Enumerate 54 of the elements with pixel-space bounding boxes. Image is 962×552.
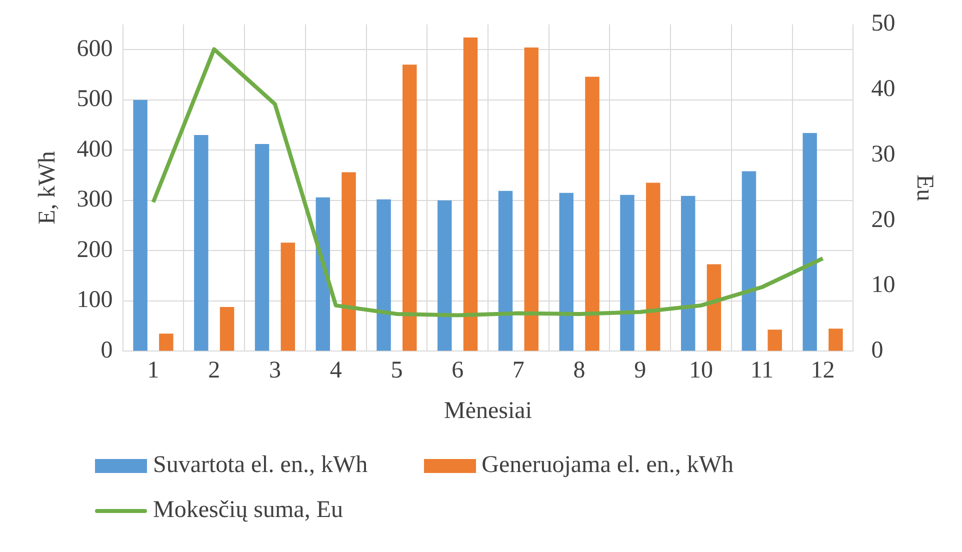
y-tick-label: 400 <box>76 136 113 162</box>
bar <box>438 200 452 351</box>
y2-tick-label: 30 <box>871 141 896 168</box>
legend-label: Mokesčių suma, Eu <box>153 497 343 524</box>
x-tick-label: 11 <box>750 357 774 384</box>
y-tick-label: 0 <box>100 337 113 364</box>
y2-tick-label: 40 <box>871 76 896 102</box>
x-tick-label: 6 <box>452 357 464 384</box>
y-tick-label: 600 <box>76 36 113 62</box>
x-tick-label: 1 <box>147 357 160 384</box>
bar <box>463 37 478 351</box>
x-tick-label: 10 <box>689 357 714 384</box>
bar <box>802 133 817 351</box>
y2-axis-title: Eu <box>911 174 938 202</box>
y2-tick-label: 50 <box>871 10 896 37</box>
legend-label: Generuojama el. en., kWh <box>482 452 734 479</box>
y-tick-label: 200 <box>76 236 113 263</box>
bar <box>133 100 148 351</box>
bar <box>342 172 356 351</box>
x-tick-label: 3 <box>268 357 281 384</box>
x-axis-title: Mėnesiai <box>444 398 532 424</box>
y-axis-title: E, kWh <box>34 151 61 224</box>
y2-tick-label: 10 <box>871 272 896 298</box>
bar <box>585 76 600 351</box>
x-tick-label: 9 <box>634 357 646 384</box>
x-tick-label: 8 <box>573 357 586 384</box>
bar <box>220 306 234 351</box>
bar <box>646 182 660 351</box>
x-tick-label: 2 <box>208 357 220 384</box>
x-tick-label: 5 <box>390 357 403 384</box>
bar <box>159 334 174 351</box>
bar <box>498 190 513 351</box>
bar <box>828 328 843 351</box>
bar <box>280 242 296 351</box>
bar <box>524 48 538 351</box>
bar <box>194 135 208 351</box>
bar <box>559 192 574 351</box>
x-tick-label: 12 <box>810 357 835 384</box>
bar <box>680 196 696 351</box>
bar <box>254 144 270 351</box>
bar <box>706 264 722 351</box>
bar <box>402 64 417 351</box>
bar <box>768 330 782 351</box>
x-tick-label: 7 <box>512 357 524 384</box>
legend-label: Suvartota el. en., kWh <box>153 452 368 479</box>
y-tick-label: 300 <box>76 186 113 213</box>
y2-tick-label: 20 <box>871 206 896 233</box>
bar <box>742 171 756 351</box>
bar <box>376 199 391 351</box>
y-tick-label: 500 <box>76 86 113 112</box>
y2-tick-label: 0 <box>871 337 884 364</box>
bar <box>620 194 634 351</box>
y-tick-label: 100 <box>76 287 113 314</box>
x-tick-label: 4 <box>330 357 342 384</box>
